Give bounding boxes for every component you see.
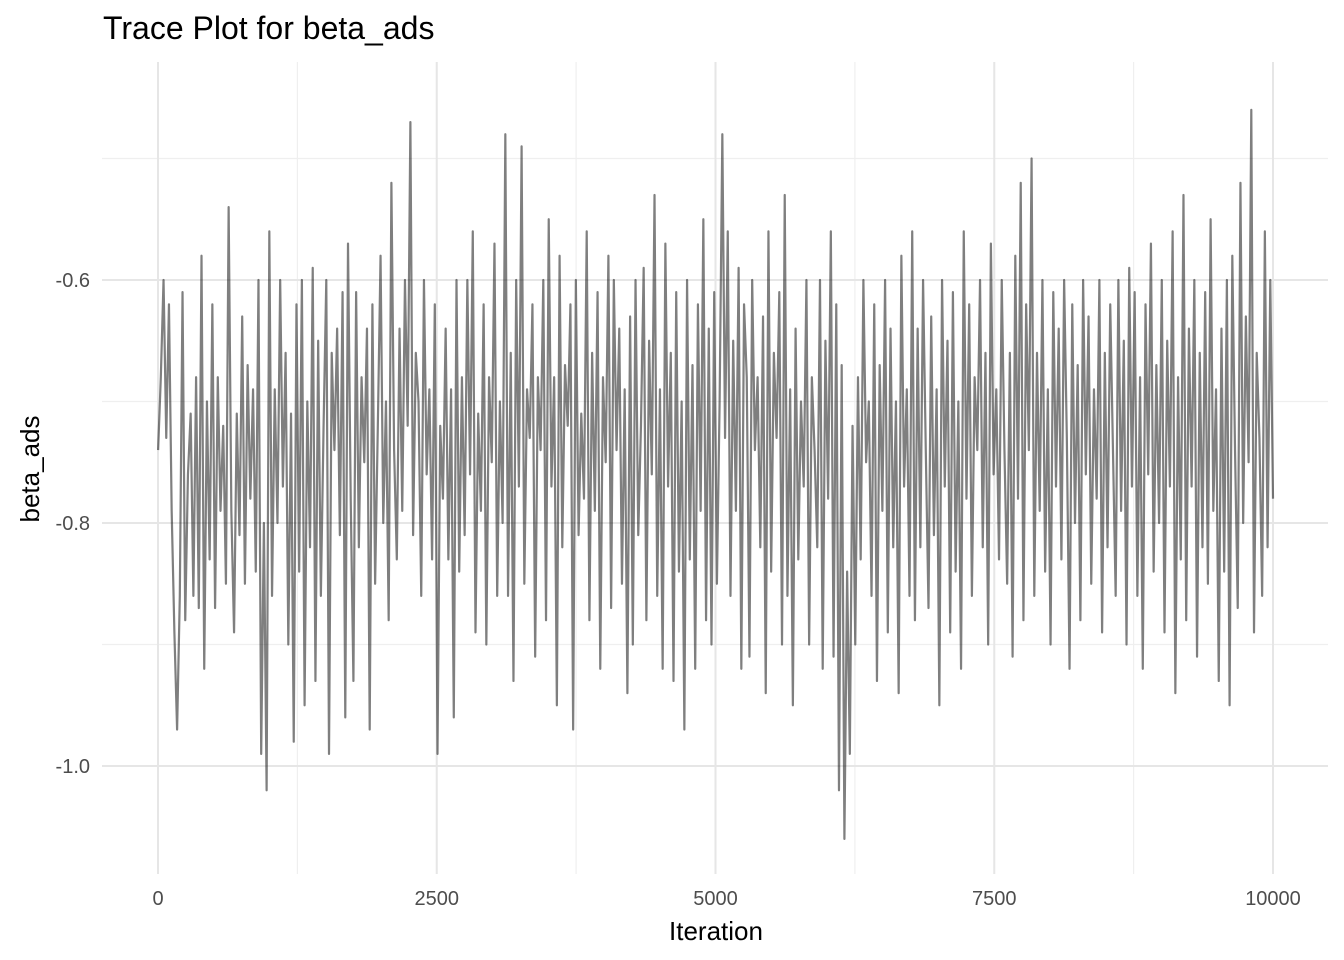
x-axis-title: Iteration (669, 916, 763, 946)
series-line (157, 108, 1275, 840)
y-axis-ticks: -1.0 -0.8 -0.6 (56, 270, 90, 778)
x-tick-label: 2500 (415, 888, 460, 910)
x-tick-label: 0 (152, 888, 163, 910)
y-tick-label: -1.0 (56, 756, 90, 778)
y-tick-label: -0.8 (56, 513, 90, 535)
y-axis-title: beta_ads (15, 416, 45, 523)
y-tick-label: -0.6 (56, 270, 90, 292)
x-tick-label: 10000 (1245, 888, 1301, 910)
x-tick-label: 7500 (972, 888, 1017, 910)
x-tick-label: 5000 (693, 888, 738, 910)
x-axis-ticks: 0 2500 5000 7500 10000 (152, 888, 1300, 910)
chart-title: Trace Plot for beta_ads (103, 10, 434, 46)
